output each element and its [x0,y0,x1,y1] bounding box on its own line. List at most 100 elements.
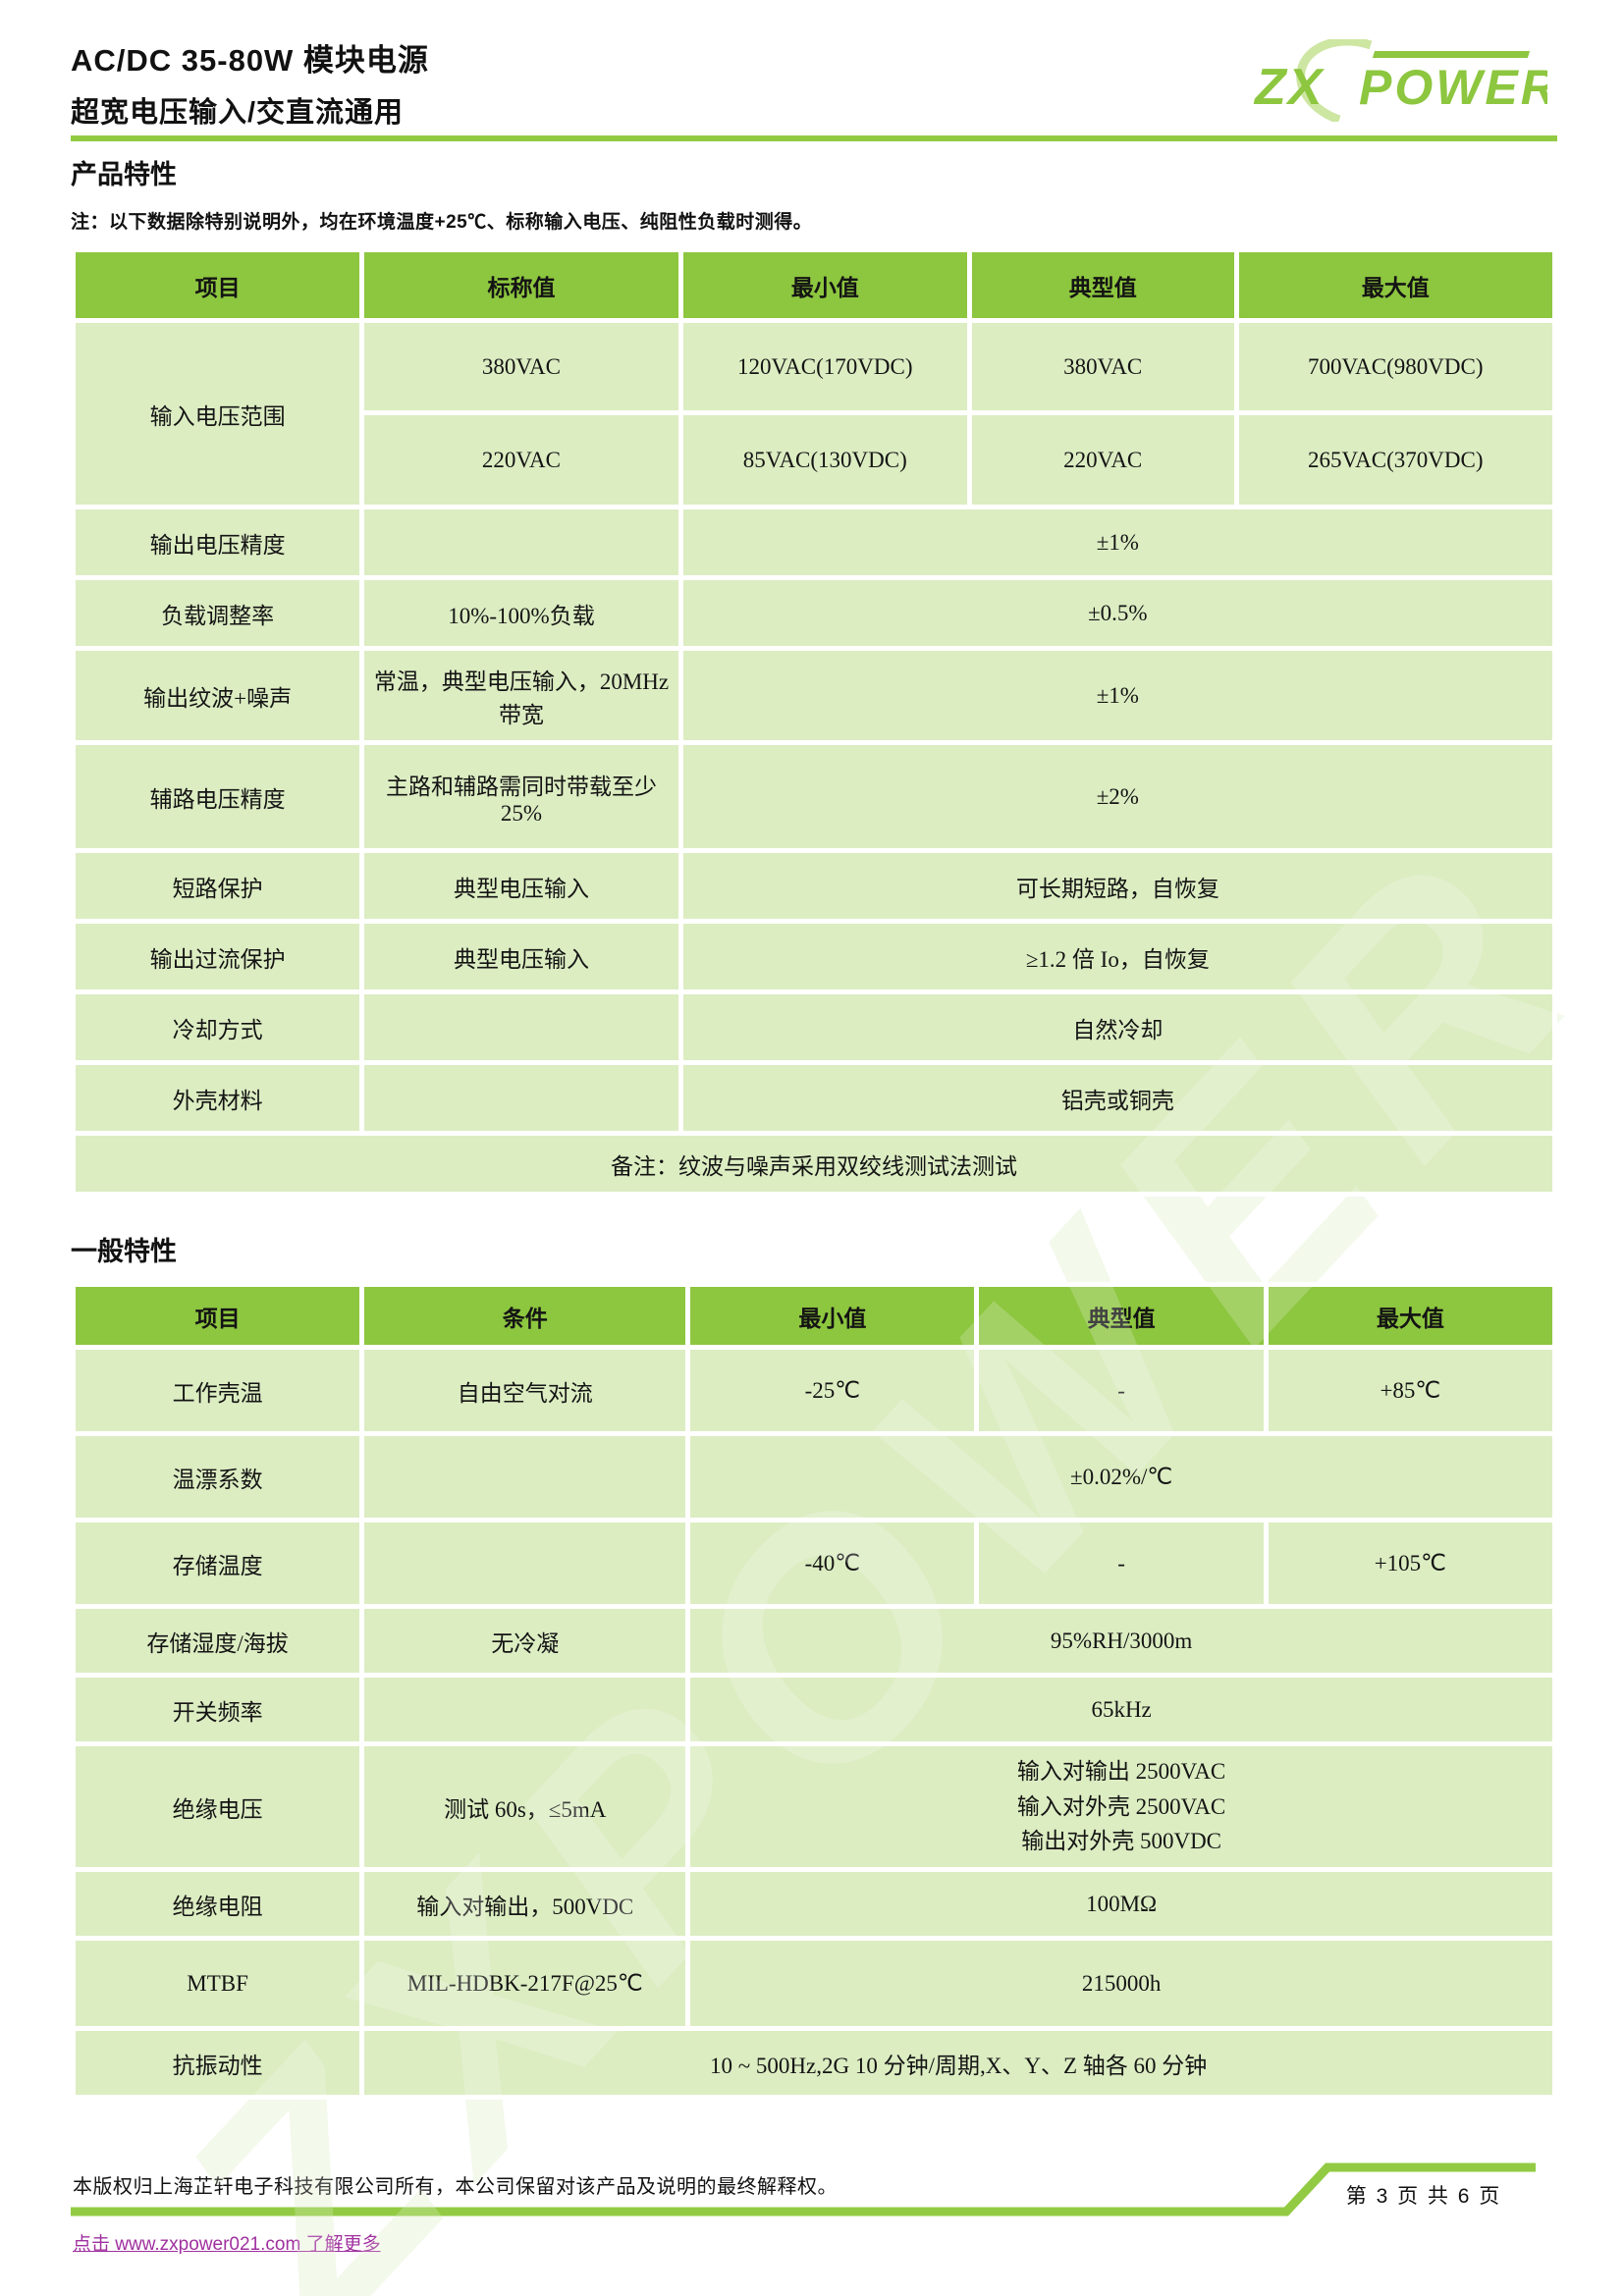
cell-label: 外壳材料 [70,1060,365,1136]
zxpower-logo: ZX POWER [1223,36,1556,127]
cell-value: 可长期短路，自恢复 [677,848,1558,924]
table-row-case-material: 外壳材料 铝壳或铜壳 [70,1060,1558,1136]
cell-nominal: 220VAC [359,410,683,509]
table-row-humidity-altitude: 存储湿度/海拔 无冷凝 95%RH/3000m [70,1604,1557,1678]
cell-label: 输出过流保护 [70,919,365,994]
product-title: AC/DC 35-80W 模块电源 [71,43,429,78]
cell-max: 700VAC(980VDC) [1233,318,1558,415]
cell-cond [359,1518,691,1609]
section-title-general-features: 一般特性 [71,1237,177,1266]
cell-label: 绝缘电阻 [70,1867,365,1941]
table-row-insulation-voltage: 绝缘电压 测试 60s，≤5mA 输入对输出 2500VAC 输入对外壳 250… [70,1741,1557,1872]
cell-value: ±0.02%/℃ [685,1431,1557,1522]
footer-rule [71,2163,1536,2216]
page-number: 第 3 页 共 6 页 [1345,2185,1502,2208]
table-row-remark: 备注：纹波与噪声采用双绞线测试法测试 [71,1131,1557,1197]
table-row-insulation-resistance: 绝缘电阻 输入对输出，500VDC 100MΩ [70,1867,1557,1941]
cell-cond: 典型电压输入 [359,848,683,924]
cell-label: 开关频率 [70,1673,365,1746]
cell-label: 工作壳温 [70,1345,365,1436]
website-link[interactable]: 点击 www.zxpower021.com 了解更多 [73,2234,381,2255]
column-header-item: 项目 [70,247,365,323]
table-row-load-regulation: 负载调整率 10%-100%负载 ±0.5% [70,575,1558,651]
table-row-input-voltage-220: 220VAC 85VAC(130VDC) 220VAC 265VAC(370VD… [74,410,1558,509]
table-row-vibration: 抗振动性 10 ~ 500Hz,2G 10 分钟/周期,X、Y、Z 轴各 60 … [70,2026,1557,2100]
cell-value: 100MΩ [685,1867,1557,1941]
cell-value: ±0.5% [677,575,1558,651]
cell-label: 短路保护 [70,848,365,924]
logo-overline [1372,51,1531,58]
cell-label: 辅路电压精度 [70,740,365,853]
cell-cond [359,1060,683,1136]
zxpower-logo-graphic: ZX POWER [1253,36,1556,125]
cell-cond: 典型电压输入 [359,919,683,994]
cell-value: 215000h [685,1936,1557,2031]
cell-cond: 自由空气对流 [359,1345,691,1436]
page-footer: 本版权归上海芷轩电子科技有限公司所有，本公司保留对该产品及说明的最终解释权。 第… [71,2155,1557,2270]
cell-max: 265VAC(370VDC) [1233,410,1558,509]
cell-max: +105℃ [1263,1518,1558,1609]
column-header-item: 项目 [70,1282,365,1350]
cell-max: +85℃ [1263,1345,1558,1436]
cell-label: 抗振动性 [70,2026,365,2100]
table-row-aux-accuracy: 辅路电压精度 主路和辅路需同时带载至少 25% ±2% [70,740,1558,853]
cell-value: ≥1.2 倍 Io，自恢复 [677,919,1558,994]
cell-value: 输入对输出 2500VAC 输入对外壳 2500VAC 输出对外壳 500VDC [685,1741,1557,1872]
cell-value: 95%RH/3000m [685,1604,1557,1678]
product-features-table: 项目 标称值 最小值 典型值 最大值 输入电压范围 380VAC 120VAC(… [70,247,1558,1197]
logo-swoosh [1296,36,1373,125]
cell-cond [359,1673,691,1746]
column-header-nominal: 标称值 [359,247,683,323]
cell-value: 65kHz [685,1673,1557,1746]
cell-label: 负载调整率 [70,575,365,651]
cell-typ: - [974,1345,1269,1436]
cell-label: 绝缘电压 [70,1741,365,1872]
table-row-mtbf: MTBF MIL-HDBK-217F@25℃ 215000h [70,1936,1557,2031]
table-row-short-protection: 短路保护 典型电压输入 可长期短路，自恢复 [70,848,1558,924]
cell-value: ±2% [677,740,1558,853]
cell-label: 存储湿度/海拔 [70,1604,365,1678]
cell-value: 自然冷却 [677,989,1558,1065]
table-row-storage-temp: 存储温度 -40℃ - +105℃ [70,1518,1558,1609]
cell-label: 冷却方式 [70,989,365,1065]
column-header-min: 最小值 [685,1282,980,1350]
table-row-ocp: 输出过流保护 典型电压输入 ≥1.2 倍 Io，自恢复 [70,919,1558,994]
cell-cond: MIL-HDBK-217F@25℃ [359,1936,691,2031]
table-row-switching-freq: 开关频率 65kHz [70,1673,1557,1746]
cell-min: -25℃ [685,1345,980,1436]
cell-label: 输出纹波+噪声 [70,646,365,745]
column-header-typ: 典型值 [974,1282,1269,1350]
cell-cond: 主路和辅路需同时带载至少 25% [359,740,683,853]
cell-nominal: 380VAC [359,318,683,415]
cell-value: ±1% [677,505,1558,580]
cell-value: ±1% [677,646,1558,745]
logo-power-text: POWER [1359,60,1547,115]
cell-label: 温漂系数 [70,1431,365,1522]
copyright-text: 本版权归上海芷轩电子科技有限公司所有，本公司保留对该产品及说明的最终解释权。 [73,2176,838,2198]
insulation-line-2: 输入对外壳 2500VAC [1016,1793,1226,1819]
cell-value: 10 ~ 500Hz,2G 10 分钟/周期,X、Y、Z 轴各 60 分钟 [359,2026,1557,2100]
column-header-min: 最小值 [677,247,972,323]
cell-label: 存储温度 [70,1518,365,1609]
table-row-ripple-noise: 输出纹波+噪声 常温，典型电压输入，20MHz 带宽 ±1% [70,646,1558,745]
section-title-product-features: 产品特性 [71,160,177,189]
product-subtitle: 超宽电压输入/交直流通用 [71,97,405,129]
page-header: AC/DC 35-80W 模块电源 超宽电压输入/交直流通用 ZX POWER [71,33,1557,132]
table-header-row: 项目 标称值 最小值 典型值 最大值 [70,247,1558,323]
cell-cond [359,505,683,580]
table-row-output-accuracy: 输出电压精度 ±1% [70,505,1558,580]
cell-label: MTBF [70,1936,365,2031]
cell-typ: 380VAC [966,318,1239,415]
cell-value: 铝壳或铜壳 [677,1060,1558,1136]
cell-cond: 常温，典型电压输入，20MHz 带宽 [359,646,683,745]
cell-cond [359,989,683,1065]
column-header-condition: 条件 [359,1282,691,1350]
column-header-max: 最大值 [1263,1282,1558,1350]
cell-typ: 220VAC [966,410,1239,509]
cell-min: 120VAC(170VDC) [677,318,972,415]
cell-cond [359,1431,691,1522]
header-divider [71,135,1557,141]
column-header-max: 最大值 [1233,247,1558,323]
table-header-row: 项目 条件 最小值 典型值 最大值 [70,1282,1558,1350]
